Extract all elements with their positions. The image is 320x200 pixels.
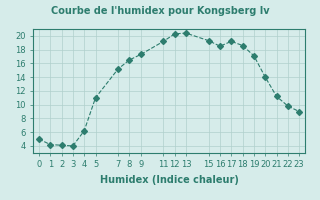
X-axis label: Humidex (Indice chaleur): Humidex (Indice chaleur) xyxy=(100,175,238,185)
Text: Courbe de l'humidex pour Kongsberg Iv: Courbe de l'humidex pour Kongsberg Iv xyxy=(51,6,269,16)
